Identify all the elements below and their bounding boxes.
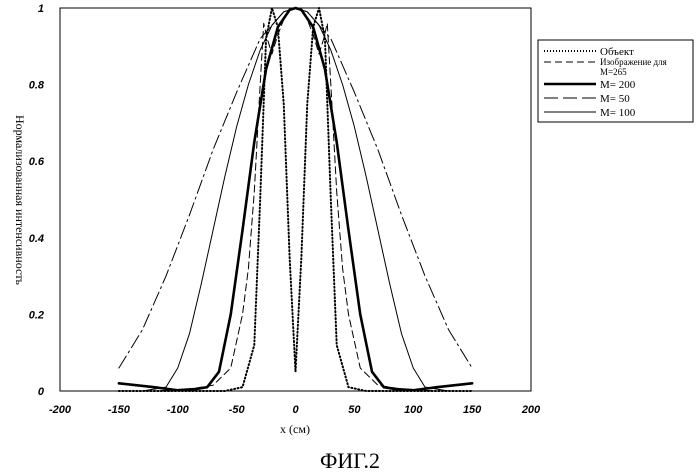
y-tick-label: 0.4: [29, 233, 44, 245]
x-tick-label: -100: [167, 404, 190, 416]
series-line-1: [119, 8, 472, 391]
y-tick-labels: 0 0.2 0.4 0.6 0.8 1: [29, 3, 45, 398]
legend-label-image-line1: Изображение для: [600, 57, 667, 67]
x-tick-label: 100: [404, 404, 423, 416]
x-axis-label: x (см): [280, 422, 310, 436]
plot-frame: [60, 8, 531, 391]
series-line-4: [119, 8, 472, 391]
y-tick-label: 0.2: [29, 309, 44, 321]
series-layer: [119, 8, 472, 391]
x-tick-label: -150: [108, 404, 131, 416]
figure-caption: ФИГ.2: [0, 448, 700, 474]
legend-label-m200: M= 200: [600, 79, 636, 91]
series-line-0: [119, 8, 472, 391]
legend-label-image-line2: M=265: [600, 67, 627, 77]
x-tick-label: 0: [292, 404, 299, 416]
legend-label-m50: M= 50: [600, 93, 630, 105]
x-tick-label: -50: [229, 404, 246, 416]
y-tick-label: 1: [38, 3, 44, 15]
legend-label-m100: M= 100: [600, 107, 636, 119]
series-line-3: [119, 8, 472, 368]
y-axis-label: Нормализованная интенсивность: [13, 115, 27, 286]
y-tick-label: 0: [38, 386, 45, 398]
legend: Объект Изображение для M=265 M= 200 M= 5…: [538, 40, 693, 122]
x-tick-label: -200: [49, 404, 72, 416]
y-tick-label: 0.6: [29, 156, 45, 168]
series-line-2: [119, 8, 472, 390]
x-tick-label: 200: [521, 404, 541, 416]
x-tick-labels: -200 -150 -100 -50 0 50 100 150 200: [49, 404, 541, 416]
x-tick-label: 150: [463, 404, 482, 416]
x-tick-label: 50: [348, 404, 361, 416]
y-tick-label: 0.8: [29, 80, 45, 92]
